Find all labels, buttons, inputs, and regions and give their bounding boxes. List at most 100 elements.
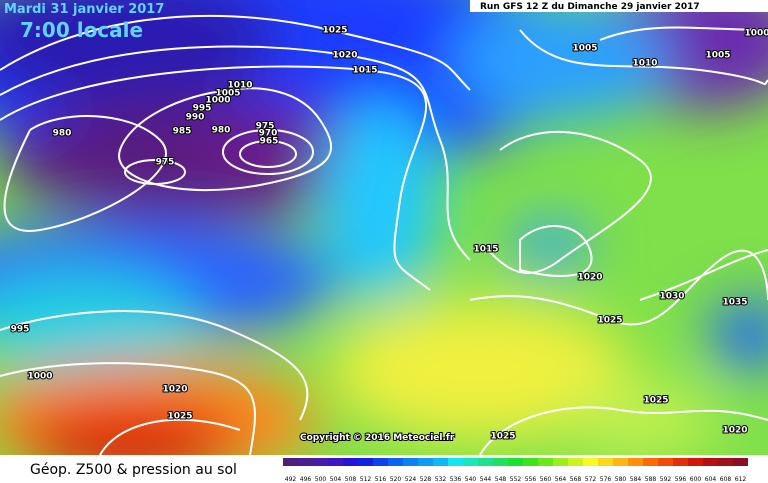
isobar-label: 995 [193,104,212,114]
isobar-label: 1020 [332,51,357,61]
scale-swatch [313,458,328,466]
scale-swatch [478,458,493,466]
isobar-label: 985 [173,127,192,137]
scale-label: 556 [525,476,537,483]
scale-swatch [523,458,538,466]
scale-label: 588 [645,476,657,483]
scale-label: 536 [450,476,462,483]
scale-swatch [403,458,418,466]
scale-label: 564 [555,476,567,483]
scale-label: 540 [465,476,477,483]
scale-swatch [568,458,583,466]
scale-swatch [598,458,613,466]
scale-swatch [553,458,568,466]
color-scale: 492 496 500 504 508 512 516 520 524 528 532 536 540 5… [283,458,748,483]
scale-swatch [673,458,688,466]
scale-swatch [373,458,388,466]
isobar-label: 990 [186,113,205,123]
isobar-labels: 1025102010151005101010051000101010051000… [10,25,768,443]
scale-label: 552 [510,476,522,483]
isobar-label: 1000 [27,372,52,382]
isobar-label: 1010 [227,81,252,91]
scale-swatch [448,458,463,466]
scale-swatch [613,458,628,466]
scale-label: 496 [300,476,312,483]
scale-label: 604 [705,476,717,483]
isobar-label: 1005 [215,89,240,99]
isobars [0,14,768,456]
isobar-label: 1005 [572,44,597,54]
scale-label: 516 [375,476,387,483]
scale-label: 560 [540,476,552,483]
isobar-label: 980 [53,129,72,139]
scale-swatch [418,458,433,466]
scale-swatch [343,458,358,466]
scale-swatch [658,458,673,466]
scale-swatch [733,458,748,466]
isobar-label: 980 [212,126,231,136]
isobar-label: 1020 [577,273,602,283]
isobar-label: 1015 [352,66,377,76]
scale-swatch [508,458,523,466]
scale-label: 532 [435,476,447,483]
run-box [470,0,768,12]
scale-swatch [703,458,718,466]
scale-label: 600 [690,476,702,483]
scale-label: 580 [615,476,627,483]
scale-label: 520 [390,476,402,483]
scale-swatch [718,458,733,466]
isobar-label: 1025 [490,432,515,442]
scale-label: 612 [735,476,747,483]
scale-swatch [283,458,298,466]
isobar-label: 965 [260,137,279,147]
scale-swatch [328,458,343,466]
scale-swatch [643,458,658,466]
legend-title: Géop. Z500 & pression au sol [30,462,237,478]
isobar-label: 1020 [722,426,747,436]
isobar-label: 975 [156,158,175,168]
copyright: Copyright © 2016 Meteociel.fr [300,433,455,443]
scale-label: 528 [420,476,432,483]
scale-label: 592 [660,476,672,483]
scale-label: 584 [630,476,642,483]
scale-swatch [688,458,703,466]
scale-label: 596 [675,476,687,483]
scale-label: 544 [480,476,492,483]
scale-label: 576 [600,476,612,483]
isobar-label: 1005 [705,51,730,61]
time: 7:00 locale [20,18,143,42]
isobar-label: 1000 [744,29,768,39]
isobar-label: 1010 [632,59,657,69]
isobar-label: 1025 [322,26,347,36]
isobar-label: 970 [259,129,278,139]
scale-label: 548 [495,476,507,483]
scale-label: 524 [405,476,417,483]
scale-swatch [358,458,373,466]
scale-label: 508 [345,476,357,483]
scale-swatch [538,458,553,466]
isobar-label: 975 [256,122,275,132]
isobar-label: 1015 [473,245,498,255]
scale-swatch [463,458,478,466]
isobar-label: 1030 [659,292,684,302]
scale-swatch [493,458,508,466]
scale-label: 572 [585,476,597,483]
isobar-label: 1035 [722,298,747,308]
scale-swatch [388,458,403,466]
scale-swatch [628,458,643,466]
date: Mardi 31 janvier 2017 [4,2,164,17]
run: Run GFS 12 Z du Dimanche 29 janvier 2017 [480,2,700,12]
isobar-label: 1025 [643,396,668,406]
scale-label: 568 [570,476,582,483]
isobar-label: 995 [11,325,30,335]
isobar-label: 1020 [162,385,187,395]
scale-label: 492 [285,476,297,483]
isobar-label: 1025 [597,316,622,326]
scale-label: 608 [720,476,732,483]
scale-label: 500 [315,476,327,483]
scale-swatch [583,458,598,466]
scale-label: 512 [360,476,372,483]
isobar-label: 1025 [167,412,192,422]
